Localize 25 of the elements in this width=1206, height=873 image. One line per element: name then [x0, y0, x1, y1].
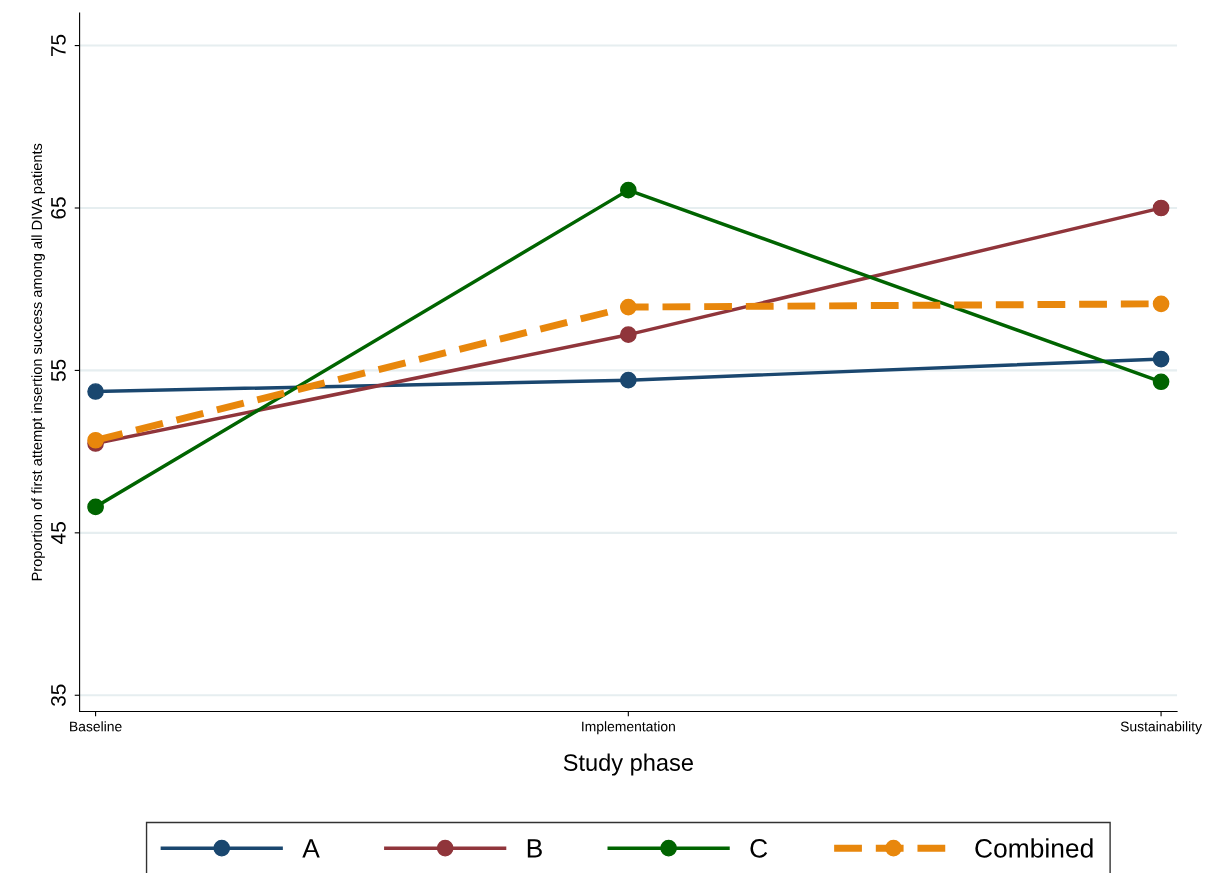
point: [87, 498, 104, 516]
y-tick-label: 45: [51, 522, 66, 544]
point: [619, 298, 637, 316]
x-tick-label: Baseline: [70, 721, 122, 732]
y-axis-title: Proportion of first attempt insertion success among all DIVA patients: [31, 143, 45, 581]
legend-label: Combined: [975, 838, 1093, 858]
legend-label: C: [750, 839, 768, 858]
point: [1152, 295, 1170, 313]
legend-label: A: [302, 839, 320, 858]
legend-label: B: [527, 839, 542, 858]
point: [619, 326, 637, 344]
point: [87, 431, 104, 449]
x-tick-label: Implementation: [582, 721, 675, 735]
point: [1152, 199, 1170, 217]
y-tick-label: 35: [51, 684, 66, 707]
point: [619, 181, 637, 199]
y-tick-label: 65: [51, 197, 66, 219]
point: [1152, 373, 1170, 391]
point: [619, 371, 637, 389]
x-tick-label: Sustainability: [1120, 721, 1202, 735]
x-axis-title: Study phase: [563, 753, 693, 776]
point: [1152, 350, 1170, 368]
point: [87, 383, 104, 400]
y-tick-label: 75: [51, 34, 66, 57]
y-tick-label: 55: [51, 359, 66, 382]
